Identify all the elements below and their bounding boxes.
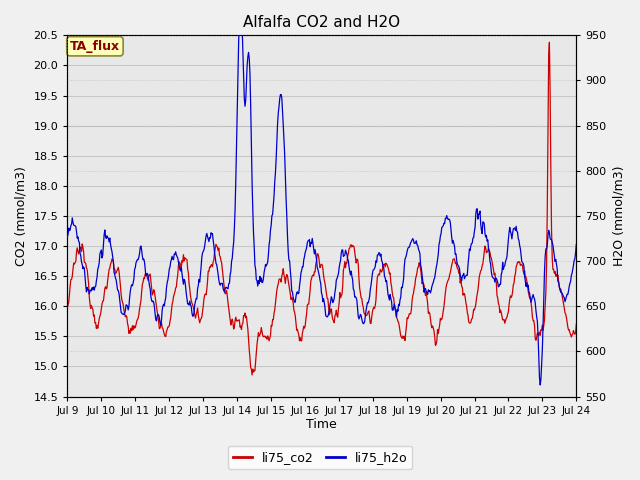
Legend: li75_co2, li75_h2o: li75_co2, li75_h2o [228,446,412,469]
X-axis label: Time: Time [307,419,337,432]
Y-axis label: CO2 (mmol/m3): CO2 (mmol/m3) [15,166,28,266]
Text: TA_flux: TA_flux [70,40,120,53]
Title: Alfalfa CO2 and H2O: Alfalfa CO2 and H2O [243,15,401,30]
Y-axis label: H2O (mmol/m3): H2O (mmol/m3) [612,166,625,266]
